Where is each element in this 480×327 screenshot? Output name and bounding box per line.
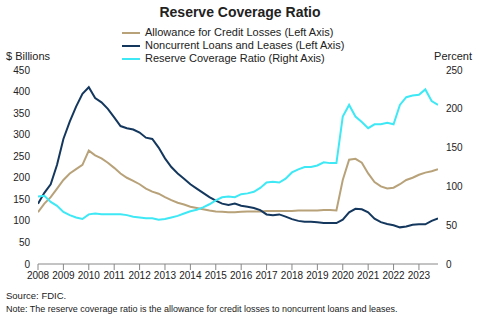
svg-text:2013: 2013 [154,270,177,281]
html-text:$ Billions: $ Billions [6,50,50,62]
html-text:Noncurrent Loans and Leases (L: Noncurrent Loans and Leases (Left Axis) [145,39,345,51]
svg-text:300: 300 [13,129,30,140]
svg-text:100: 100 [13,215,30,226]
svg-text:250: 250 [13,151,30,162]
svg-text:2009: 2009 [52,270,75,281]
svg-text:2023: 2023 [408,270,431,281]
svg-text:0: 0 [446,259,452,270]
svg-text:350: 350 [13,108,30,119]
svg-text:200: 200 [13,172,30,183]
svg-text:2020: 2020 [332,270,355,281]
svg-text:450: 450 [13,65,30,76]
svg-text:2008: 2008 [27,270,50,281]
svg-text:150: 150 [446,142,463,153]
svg-text:2019: 2019 [306,270,329,281]
svg-text:100: 100 [446,181,463,192]
html-text:Reserve Coverage Ratio: Reserve Coverage Ratio [159,4,321,20]
svg-text:2011: 2011 [103,270,125,281]
svg-text:2016: 2016 [230,270,253,281]
html-text:Allowance for Credit Losses (L: Allowance for Credit Losses (Left Axis) [145,26,334,38]
html-text:Note: The reserve coverage rat: Note: The reserve coverage ratio is the … [6,304,398,314]
svg-text:2010: 2010 [78,270,101,281]
svg-text:2012: 2012 [128,270,151,281]
svg-text:400: 400 [13,86,30,97]
svg-text:2021: 2021 [357,270,380,281]
svg-text:2017: 2017 [255,270,278,281]
svg-text:0: 0 [24,259,30,270]
svg-text:50: 50 [19,237,31,248]
svg-text:2018: 2018 [281,270,304,281]
html-text:Source: FDIC.: Source: FDIC. [6,290,67,301]
svg-text:50: 50 [446,220,458,231]
svg-text:250: 250 [446,65,463,76]
svg-text:200: 200 [446,103,463,114]
svg-text:2015: 2015 [205,270,228,281]
svg-text:2014: 2014 [179,270,202,281]
svg-text:150: 150 [13,194,30,205]
html-text:Reserve Coverage Ratio (Right: Reserve Coverage Ratio (Right Axis) [145,52,325,64]
html-text:Percent: Percent [434,50,472,62]
svg-text:2022: 2022 [382,270,405,281]
